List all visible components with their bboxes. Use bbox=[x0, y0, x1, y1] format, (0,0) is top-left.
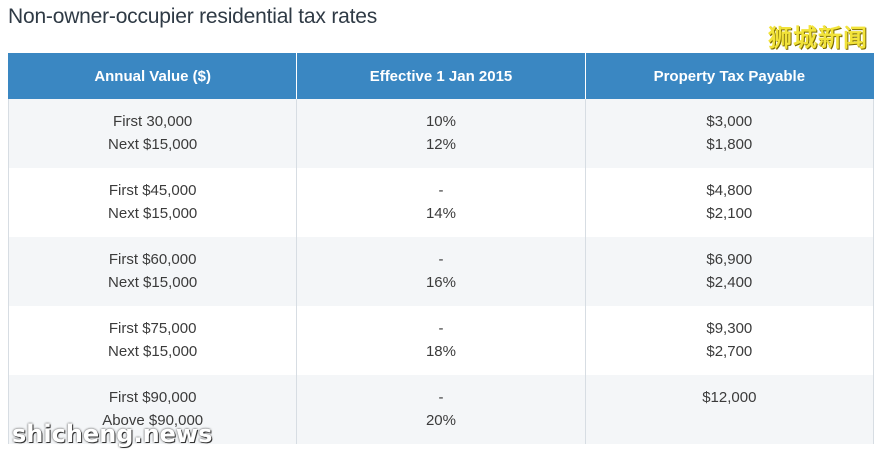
payable-cell: $3,000 $1,800 bbox=[584, 99, 875, 168]
payable-line: $6,900 bbox=[706, 251, 753, 268]
rate-line: 14% bbox=[425, 205, 456, 222]
table-row: First $90,000 Above $90,000 - 20% $12,00… bbox=[7, 375, 875, 444]
rate-line: 20% bbox=[425, 412, 456, 429]
annual-value-line: Above $90,000 bbox=[102, 412, 204, 429]
payable-line: $9,300 bbox=[706, 320, 753, 337]
annual-value-line: Next $15,000 bbox=[108, 274, 198, 291]
payable-cell: $6,900 $2,400 bbox=[584, 237, 875, 306]
table-header-row: Annual Value ($) Effective 1 Jan 2015 Pr… bbox=[7, 53, 875, 99]
rate-line: - bbox=[438, 320, 444, 337]
annual-value-line: Next $15,000 bbox=[108, 205, 198, 222]
rate-line: 10% bbox=[425, 113, 456, 130]
rate-line: - bbox=[438, 389, 444, 406]
table-row: First $75,000 Next $15,000 - 18% $9,300 … bbox=[7, 306, 875, 375]
payable-line: $2,100 bbox=[706, 205, 753, 222]
header-effective-date: Effective 1 Jan 2015 bbox=[296, 53, 586, 99]
rate-cell: - 20% bbox=[296, 375, 586, 444]
payable-cell: $9,300 $2,700 bbox=[584, 306, 875, 375]
rate-cell: - 14% bbox=[296, 168, 586, 237]
rate-cell: 10% 12% bbox=[296, 99, 586, 168]
table-row: First $45,000 Next $15,000 - 14% $4,800 … bbox=[7, 168, 875, 237]
payable-line: $12,000 bbox=[702, 389, 757, 406]
payable-line: $4,800 bbox=[706, 182, 753, 199]
rate-cell: - 16% bbox=[296, 237, 586, 306]
annual-value-cell: First $75,000 Next $15,000 bbox=[7, 306, 297, 375]
annual-value-cell: First $45,000 Next $15,000 bbox=[7, 168, 297, 237]
payable-cell: $12,000 bbox=[584, 375, 875, 444]
table-row: First 30,000 Next $15,000 10% 12% $3,000… bbox=[7, 99, 875, 168]
payable-line bbox=[586, 409, 873, 432]
tax-rates-table: Annual Value ($) Effective 1 Jan 2015 Pr… bbox=[7, 53, 875, 444]
page-title: Non-owner-occupier residential tax rates bbox=[8, 5, 378, 28]
payable-cell: $4,800 $2,100 bbox=[584, 168, 875, 237]
annual-value-line: First $75,000 bbox=[108, 320, 197, 337]
annual-value-line: Next $15,000 bbox=[108, 136, 198, 153]
watermark-bottom: shicheng.news bbox=[12, 420, 213, 448]
payable-line: $3,000 bbox=[706, 113, 753, 130]
rate-line: 16% bbox=[425, 274, 456, 291]
rate-line: - bbox=[438, 182, 444, 199]
annual-value-line: First $60,000 bbox=[108, 251, 197, 268]
table-row: First $60,000 Next $15,000 - 16% $6,900 … bbox=[7, 237, 875, 306]
annual-value-cell: First $90,000 Above $90,000 bbox=[7, 375, 297, 444]
annual-value-cell: First $60,000 Next $15,000 bbox=[7, 237, 297, 306]
rate-cell: - 18% bbox=[296, 306, 586, 375]
header-annual-value: Annual Value ($) bbox=[7, 53, 298, 99]
header-property-tax-payable: Property Tax Payable bbox=[584, 53, 875, 99]
rate-line: - bbox=[438, 251, 444, 268]
payable-line: $2,700 bbox=[706, 343, 753, 360]
annual-value-line: First $45,000 bbox=[108, 182, 197, 199]
annual-value-line: Next $15,000 bbox=[108, 343, 198, 360]
rate-line: 18% bbox=[425, 343, 456, 360]
watermark-top: 狮城新闻 bbox=[768, 24, 868, 52]
annual-value-line: First 30,000 bbox=[113, 113, 193, 130]
annual-value-cell: First 30,000 Next $15,000 bbox=[7, 99, 297, 168]
annual-value-line: First $90,000 bbox=[108, 389, 197, 406]
payable-line: $1,800 bbox=[706, 136, 753, 153]
rate-line: 12% bbox=[425, 136, 456, 153]
payable-line: $2,400 bbox=[706, 274, 753, 291]
